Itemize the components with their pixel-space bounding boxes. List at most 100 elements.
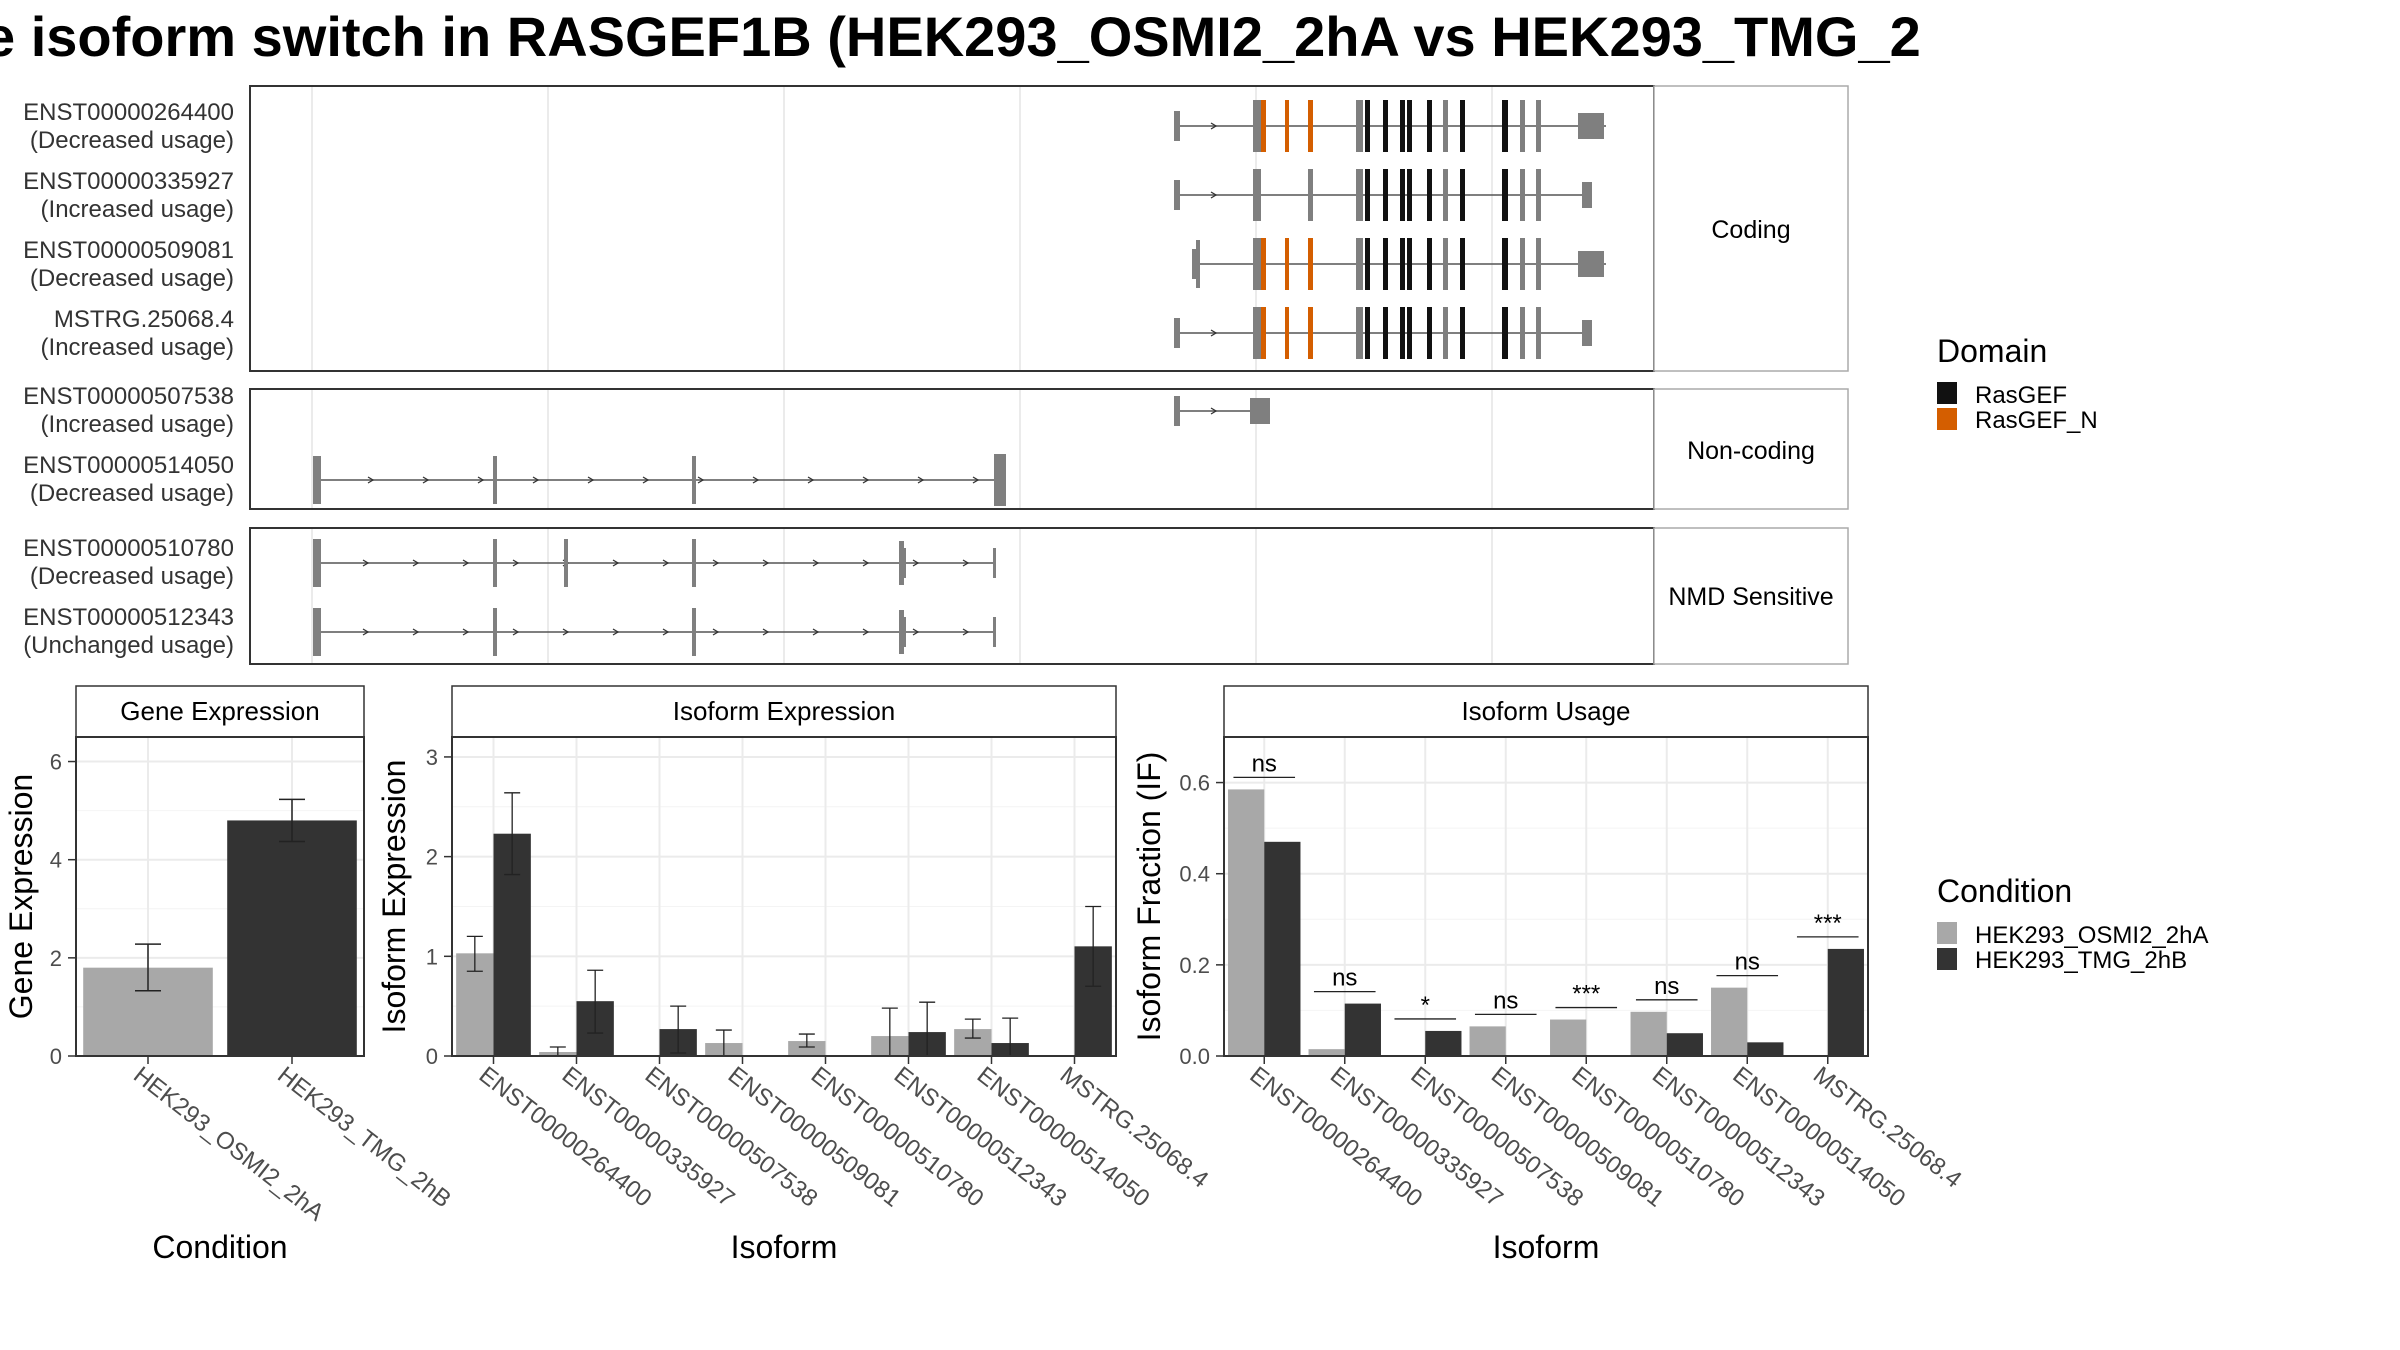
strand-arrow (712, 628, 720, 636)
exon (1520, 238, 1525, 290)
significance-label: ns (1493, 987, 1518, 1014)
exon (1308, 169, 1313, 221)
exon (1443, 169, 1448, 221)
significance-label: ns (1654, 973, 1679, 1000)
significance-label: *** (1814, 910, 1842, 937)
bar (1344, 1003, 1381, 1056)
chart-strip (1223, 685, 1869, 738)
rasgef-n-domain (1308, 100, 1313, 152)
significance-label: ns (1332, 965, 1357, 992)
y-tick-label: 0.0 (1179, 1044, 1210, 1069)
exon (903, 617, 906, 647)
rasgef-domain (1365, 238, 1370, 290)
x-axis-title: Isoform (731, 1229, 838, 1265)
exon (1196, 240, 1200, 288)
exon (692, 608, 696, 656)
strand-arrow (367, 476, 375, 484)
exon (1536, 238, 1541, 290)
figure-title: e isoform switch in RASGEF1B (HEK293_OSM… (0, 5, 1921, 68)
rasgef-domain (1400, 100, 1405, 152)
bar (1228, 789, 1265, 1056)
rasgef-domain (1383, 238, 1388, 290)
strand-arrow (1210, 191, 1218, 199)
panel-background (250, 86, 1654, 371)
rasgef-domain (1460, 169, 1465, 221)
rasgef-n-domain (1308, 238, 1313, 290)
chart-strip (451, 685, 1117, 738)
exon (993, 617, 996, 647)
exon (1536, 307, 1541, 359)
transcript-id-label: ENST00000507538 (23, 383, 234, 410)
legend-label-rasgef-n: RasGEF_N (1975, 407, 2098, 434)
transcript-id-label: ENST00000510780 (23, 535, 234, 562)
significance-label: ns (1735, 949, 1760, 976)
bar (1666, 1033, 1703, 1056)
exon (692, 456, 696, 504)
strand-arrow (762, 559, 770, 567)
strand-arrow (587, 476, 595, 484)
strand-arrow (412, 559, 420, 567)
strand-arrow (862, 476, 870, 484)
strand-arrow (662, 628, 670, 636)
rasgef-n-domain (1261, 307, 1266, 359)
transcript-id-label: ENST00000335927 (23, 168, 234, 195)
y-axis-title: Isoform Fraction (IF) (1131, 752, 1167, 1042)
exon (1250, 398, 1270, 424)
domain-legend: Domain RasGEF RasGEF_N (1937, 333, 2098, 434)
rasgef-domain (1460, 238, 1465, 290)
exon (1253, 238, 1261, 290)
rasgef-domain (1383, 169, 1388, 221)
condition-legend: Condition HEK293_OSMI2_2hA HEK293_TMG_2h… (1937, 873, 2208, 974)
rasgef-n-domain (1285, 238, 1289, 290)
rasgef-domain (1502, 307, 1508, 359)
x-tick-label: MSTRG.25068.4 (1055, 1061, 1214, 1193)
exon (1253, 100, 1261, 152)
rasgef-domain (1365, 169, 1370, 221)
exon (1174, 318, 1180, 348)
legend-label-cond2: HEK293_TMG_2hB (1975, 947, 2187, 974)
y-tick-label: 1 (426, 944, 438, 969)
bar (1550, 1019, 1587, 1056)
exon (1192, 249, 1197, 279)
bar (1308, 1049, 1345, 1056)
significance-label: * (1421, 992, 1430, 1019)
transcript-labels: ENST00000264400 (Decreased usage) ENST00… (23, 99, 234, 659)
strand-arrow (512, 559, 520, 567)
strand-arrow (362, 628, 370, 636)
nmd-strip (1653, 527, 1849, 665)
rasgef-n-domain (1261, 238, 1266, 290)
exon (1582, 320, 1592, 346)
legend-label-rasgef: RasGEF (1975, 382, 2067, 409)
strand-arrow (1210, 407, 1218, 415)
exon (564, 539, 568, 587)
exon (1174, 396, 1180, 426)
y-tick-label: 2 (50, 946, 62, 971)
strand-arrow (762, 628, 770, 636)
strand-arrow (362, 559, 370, 567)
strand-arrow (862, 559, 870, 567)
transcript-structure-panel: Coding Non-coding NMD Sensitive ENST0000… (23, 85, 1849, 665)
exon (313, 456, 321, 504)
transcript-usage-label: (Decreased usage) (30, 563, 234, 590)
chart-title: Isoform Usage (1461, 696, 1630, 726)
strand-arrow (962, 559, 970, 567)
rasgef-domain (1427, 307, 1432, 359)
exon (313, 539, 321, 587)
strand-arrow (912, 559, 920, 567)
exon (1536, 169, 1541, 221)
exon (1536, 100, 1541, 152)
bar (1711, 987, 1748, 1056)
legend-label-cond1: HEK293_OSMI2_2hA (1975, 922, 2208, 949)
strand-arrow (697, 476, 705, 484)
bar (1827, 948, 1864, 1056)
transcript-usage-label: (Increased usage) (41, 196, 234, 223)
x-axis-title: Condition (152, 1229, 287, 1265)
rasgef-domain (1400, 307, 1405, 359)
chart-panel-border (75, 736, 365, 1057)
exon (1356, 100, 1363, 152)
rasgef-domain (1460, 307, 1465, 359)
chart-panel-border (1223, 736, 1869, 1057)
strand-arrow (752, 476, 760, 484)
exon (899, 541, 904, 585)
